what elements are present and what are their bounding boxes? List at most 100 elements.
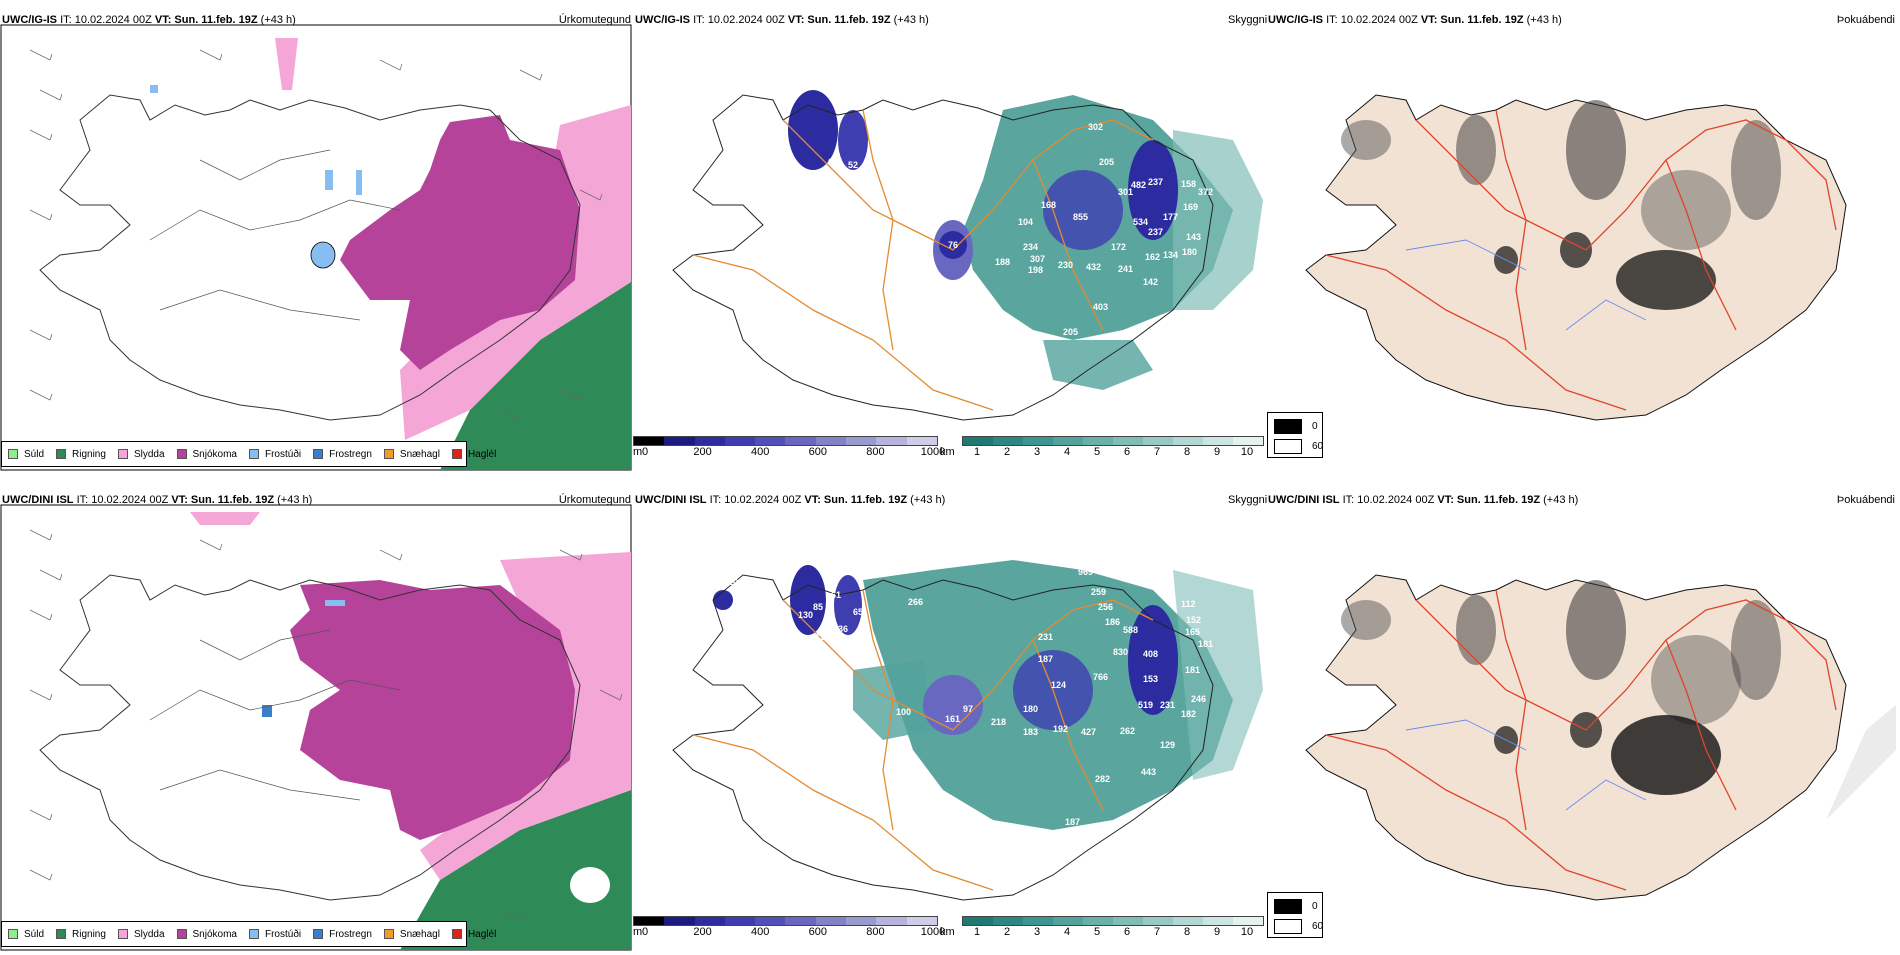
- colorbar-tick-label: 6: [1123, 926, 1131, 938]
- legend-item: Frostúði: [248, 449, 301, 460]
- svg-text:161: 161: [945, 714, 960, 724]
- svg-text:946: 946: [868, 557, 883, 567]
- colorbar-segment: [664, 437, 695, 445]
- panel-precip-type-igis: UWC/IG-IS IT: 10.02.2024 00Z VT: Sun. 11…: [0, 10, 633, 475]
- fog-legend-row: 0: [1274, 419, 1318, 434]
- legend-item: Rigning: [56, 929, 106, 940]
- svg-text:134: 134: [1163, 250, 1178, 260]
- colorbar-tick-label: 0: [641, 926, 649, 938]
- svg-text:766: 766: [1093, 672, 1108, 682]
- svg-text:142: 142: [1143, 277, 1158, 287]
- svg-text:169: 169: [1183, 202, 1198, 212]
- svg-text:262: 262: [1120, 726, 1135, 736]
- colorbar-segment: [1113, 437, 1143, 445]
- fog-legend-row: 60: [1274, 439, 1323, 454]
- colorbar-segment: [724, 917, 756, 925]
- svg-text:177: 177: [1163, 212, 1178, 222]
- panel-variable-label: Skyggni: [1228, 14, 1268, 26]
- svg-text:102: 102: [728, 577, 743, 587]
- legend-item: Snjókoma: [176, 449, 237, 460]
- legend-item: Súld: [8, 449, 44, 460]
- legend-swatch: [8, 449, 18, 459]
- svg-text:427: 427: [1081, 727, 1096, 737]
- panel-title: UWC/DINI ISL IT: 10.02.2024 00Z VT: Sun.…: [2, 494, 313, 506]
- colorbar-tick-label: 0: [641, 446, 649, 458]
- svg-text:65: 65: [853, 607, 863, 617]
- panel-variable-label: Þokuábendi: [1836, 494, 1895, 506]
- legend-swatch: [176, 449, 187, 459]
- panel-variable-label: Úrkomutegund: [558, 494, 631, 506]
- legend-swatch: [56, 449, 67, 459]
- colorbar-segment: [1053, 917, 1083, 925]
- visibility-colorbar: km 1 2 3 4 5 6 7 8 9 10: [940, 916, 1264, 940]
- colorbar-tick-label: 200: [693, 446, 712, 458]
- fog-legend-row: 60: [1274, 919, 1323, 934]
- colorbar-unit: km: [940, 446, 955, 458]
- svg-text:198: 198: [1028, 265, 1043, 275]
- svg-text:90: 90: [821, 647, 831, 657]
- colorbar-tick-label: 800: [866, 446, 885, 458]
- map-precip-type-dini: [0, 504, 632, 951]
- legend-item: Frostúði: [248, 929, 301, 940]
- colorbar-segment: [1083, 917, 1113, 925]
- panel-visibility-dini: 70 102 52 61 946 969 259 256 112 130 85 65 111 136 …: [633, 490, 1266, 955]
- svg-text:403: 403: [1093, 302, 1108, 312]
- colorbar-segment: [724, 437, 756, 445]
- colorbar-ticks: 0 200 400 600 800 1000: [633, 446, 945, 460]
- colorbar-segment: [1233, 437, 1263, 445]
- svg-text:181: 181: [1185, 665, 1200, 675]
- legend-swatch: [248, 929, 259, 939]
- colorbar-segment: [664, 917, 695, 925]
- legend-item: Súld: [8, 929, 44, 940]
- svg-text:168: 168: [1041, 200, 1056, 210]
- colorbar-segment: [1143, 437, 1173, 445]
- legend-swatch: [313, 929, 324, 939]
- legend-swatch: [176, 929, 187, 939]
- svg-text:104: 104: [1018, 217, 1033, 227]
- svg-text:97: 97: [963, 704, 973, 714]
- svg-text:372: 372: [1198, 187, 1213, 197]
- legend-item: Haglél: [451, 929, 496, 940]
- svg-text:181: 181: [1198, 639, 1213, 649]
- svg-text:180: 180: [1182, 247, 1197, 257]
- colorbar-segment: [634, 917, 665, 925]
- svg-text:172: 172: [1111, 242, 1126, 252]
- svg-text:112: 112: [1181, 599, 1196, 609]
- colorbar-tick-label: 2: [1003, 926, 1011, 938]
- colorbar-ticks: 1 2 3 4 5 6 7 8 9 10: [940, 926, 1262, 940]
- svg-text:259: 259: [1091, 587, 1106, 597]
- legend-item: Frostregn: [313, 929, 372, 940]
- svg-text:187: 187: [1065, 817, 1080, 827]
- colorbar-segment: [694, 917, 725, 925]
- colorbar-segment: [876, 917, 907, 925]
- svg-text:90: 90: [733, 127, 743, 137]
- colorbar-tick-label: 4: [1063, 446, 1071, 458]
- colorbar-segment: [634, 437, 665, 445]
- colorbar-tick-label: 3: [1033, 926, 1041, 938]
- svg-text:70: 70: [781, 550, 791, 560]
- colorbar-tick-label: 600: [808, 926, 827, 938]
- colorbar-segment: [876, 437, 907, 445]
- colorbar-segment: [993, 917, 1023, 925]
- svg-text:100: 100: [896, 707, 911, 717]
- colorbar-segment: [1053, 437, 1083, 445]
- fog-swatch: [1274, 419, 1302, 434]
- colorbar-ticks: 1 2 3 4 5 6 7 8 9 10: [940, 446, 1262, 460]
- fog-legend: 0 60: [1267, 412, 1323, 458]
- svg-text:187: 187: [1038, 654, 1053, 664]
- panel-precip-type-dini: UWC/DINI ISL IT: 10.02.2024 00Z VT: Sun.…: [0, 490, 633, 955]
- fog-swatch: [1274, 919, 1302, 934]
- legend-swatch: [56, 929, 67, 939]
- fog-legend: 0 60: [1267, 892, 1323, 938]
- svg-text:241: 241: [1118, 264, 1133, 274]
- svg-text:301: 301: [1118, 187, 1133, 197]
- precip-type-legend: Súld Rigning Slydda Snjókoma Frostúði Fr…: [1, 441, 496, 467]
- panel-variable-label: Skyggni: [1228, 494, 1268, 506]
- colorbar-tick-label: 8: [1183, 926, 1191, 938]
- panel-fog-dini: UWC/DINI ISL IT: 10.02.2024 00Z VT: Sun.…: [1266, 490, 1899, 955]
- panel-title: UWC/IG-IS IT: 10.02.2024 00Z VT: Sun. 11…: [1268, 14, 1562, 26]
- svg-text:256: 256: [1098, 602, 1113, 612]
- svg-text:855: 855: [1073, 212, 1088, 222]
